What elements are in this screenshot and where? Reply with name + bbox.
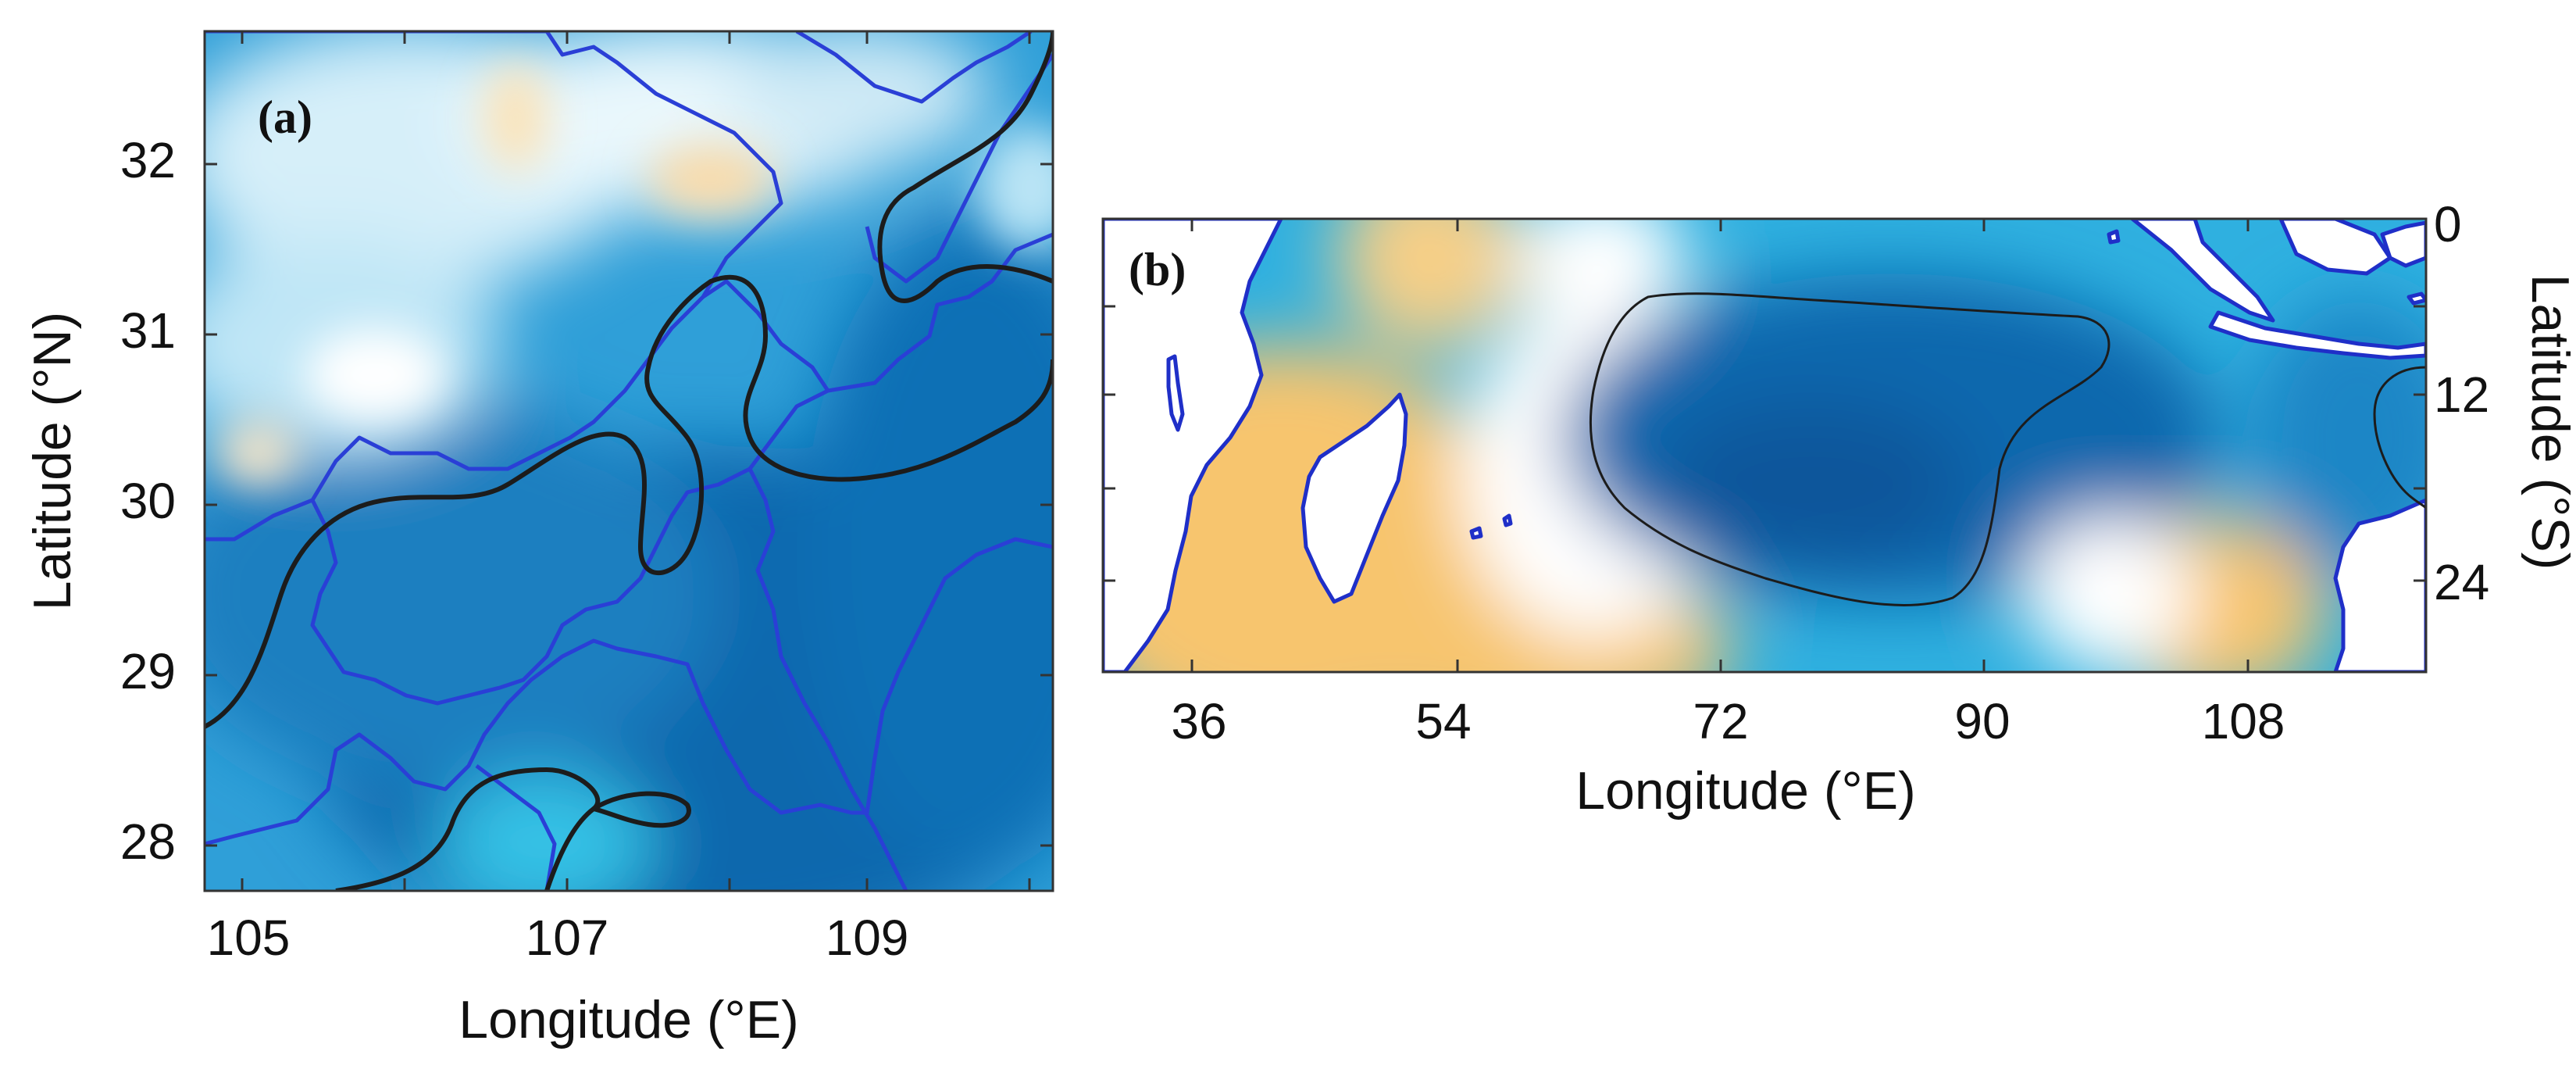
island [2407,291,2426,306]
contour-line [877,31,1053,303]
contour-line [335,767,601,891]
contour-line [205,274,1053,729]
contour-line [1589,292,2110,606]
panel-a-frame [203,30,1054,892]
panel-b-frame [1101,217,2428,674]
panel-b-ticks [1103,219,2426,672]
australia-coast [2333,498,2426,672]
x-tick-label: 90 [1954,693,2010,749]
y-tick-label: 30 [120,473,176,529]
x-tick-label: 72 [1693,693,1748,749]
sumatra-coast [2130,219,2275,323]
x-axis-label: Longitude (°E) [458,990,798,1049]
panel-b: (b) 36 54 72 90 108 0 12 24 Longitude (°… [1101,196,2576,821]
panel-a: (a) 105 107 109 28 29 30 31 32 Longitude… [23,30,1054,1049]
madagascar-coast [1300,392,1408,604]
y-tick-label: 29 [120,643,176,699]
java-coast [2208,310,2426,360]
australia-coast [2380,220,2426,268]
panel-a-ticks [205,31,1053,891]
y-tick-label: 0 [2434,196,2462,252]
x-tick-label: 107 [526,910,609,966]
y-tick-label: 28 [120,813,176,870]
y-tick-label: 32 [120,132,176,188]
contour-line [591,791,691,828]
x-tick-label: 36 [1171,693,1226,749]
island [1502,513,1513,527]
boundary-line [205,537,1053,846]
y-axis-label: Latitude (°S) [2521,274,2576,570]
panel-a-label: (a) [258,91,312,143]
y-tick-label: 24 [2434,554,2489,610]
x-tick-label: 109 [826,910,909,966]
island [1166,354,1185,432]
contour-line [2373,366,2426,509]
africa-coast [1103,219,1283,672]
panel-b-label: (b) [1129,244,1186,295]
panel-b-field [1103,219,2426,672]
boundary-line [310,467,751,706]
y-axis-label: Latitude (°N) [23,312,82,610]
y-tick-label: 31 [120,302,176,359]
x-axis-label: Longitude (°E) [1575,761,1915,821]
boundary-line [205,31,783,542]
boundary-line [475,764,557,891]
island [1469,526,1483,540]
panel-a-field [205,31,1053,891]
y-tick-label: 12 [2434,366,2489,423]
x-tick-label: 54 [1415,693,1471,749]
boundary-line [701,279,830,392]
x-tick-label: 108 [2202,693,2285,749]
x-tick-label: 105 [207,910,291,966]
borneo-coast [2278,219,2392,276]
island [2107,229,2121,245]
boundary-line [795,31,1033,104]
